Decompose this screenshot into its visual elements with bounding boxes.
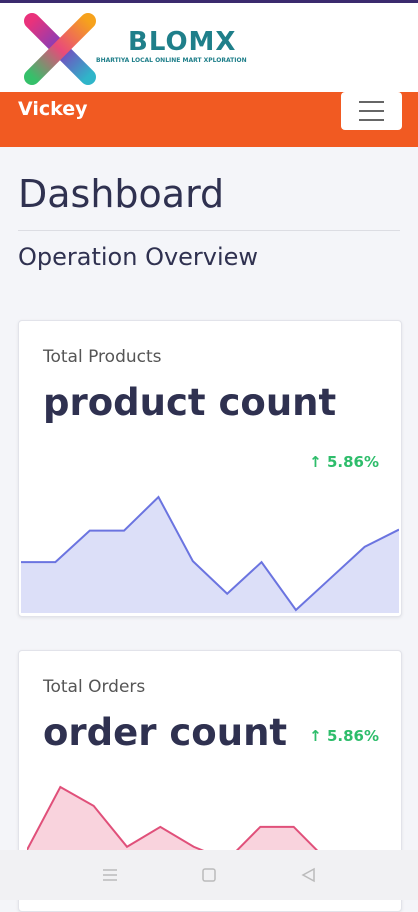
menu-icon <box>359 101 384 121</box>
change: ↑ 5.86% <box>309 727 379 745</box>
change-value: 5.86% <box>326 727 379 745</box>
sparkline <box>21 495 399 613</box>
stat-card: Total Products product count ↑ 5.86% <box>18 320 402 617</box>
change-value: 5.86% <box>326 453 379 471</box>
logo <box>24 13 96 85</box>
sparkline-area <box>21 497 399 613</box>
change: ↑ 5.86% <box>309 453 379 471</box>
page-subtitle: Operation Overview <box>18 243 259 271</box>
sparkline-line <box>27 785 327 862</box>
system-nav <box>0 850 418 900</box>
card-value: product count <box>43 381 337 424</box>
page-title: Dashboard <box>18 172 225 216</box>
nav-icons <box>103 867 315 883</box>
nav-bar: Vickey <box>0 92 418 147</box>
user-name[interactable]: Vickey <box>18 98 88 120</box>
sparkline-line <box>21 495 399 612</box>
app-header: BLOMX BHARTIYA LOCAL ONLINE MART XPLORAT… <box>0 0 418 92</box>
menu-button[interactable] <box>341 92 402 130</box>
card-label: Total Products <box>43 347 162 367</box>
card-value: order count <box>43 711 288 754</box>
divider <box>18 230 400 231</box>
brand: BLOMX <box>128 27 237 57</box>
tagline: BHARTIYA LOCAL ONLINE MART XPLORATION <box>96 57 247 64</box>
card-label: Total Orders <box>43 677 146 697</box>
